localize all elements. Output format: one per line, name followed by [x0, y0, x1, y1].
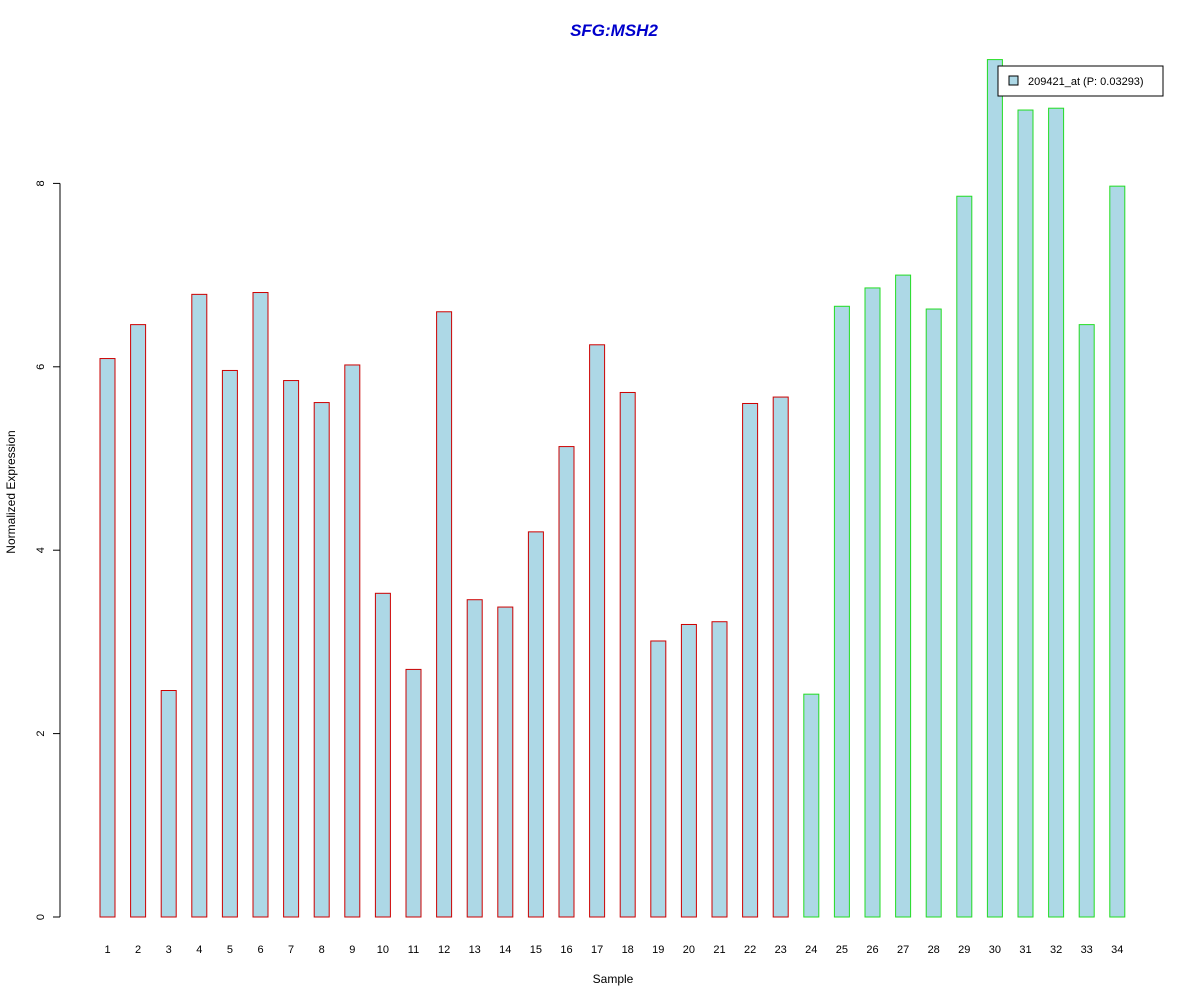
plot-area [99, 59, 1126, 918]
bar-sample-3 [160, 690, 177, 918]
bar-sample-28 [925, 308, 942, 918]
x-tick-label: 4 [196, 944, 202, 956]
bar-sample-16 [558, 446, 575, 918]
x-tick-label: 19 [652, 944, 664, 956]
x-tick-label: 25 [836, 944, 848, 956]
x-tick-label: 20 [683, 944, 695, 956]
y-axis-label: Normalized Expression [4, 430, 18, 553]
bar-sample-22 [742, 402, 759, 918]
x-tick-label: 24 [805, 944, 817, 956]
x-tick-label: 32 [1050, 944, 1062, 956]
bar-sample-26 [864, 287, 881, 918]
bar-sample-6 [252, 292, 269, 918]
x-tick-label: 6 [257, 944, 263, 956]
x-tick-label: 15 [530, 944, 542, 956]
legend-swatch [1008, 75, 1019, 86]
x-tick-label: 7 [288, 944, 294, 956]
x-tick-label: 1 [104, 944, 110, 956]
x-tick-label: 5 [227, 944, 233, 956]
legend: 209421_at (P: 0.03293) [997, 65, 1164, 97]
bar-sample-17 [589, 344, 606, 918]
x-tick-label: 26 [866, 944, 878, 956]
y-tick-label: 8 [35, 180, 47, 186]
x-tick-label: 11 [408, 944, 419, 956]
bar-sample-25 [833, 305, 850, 918]
legend-label: 209421_at (P: 0.03293) [1028, 76, 1144, 88]
bar-sample-24 [803, 693, 820, 918]
y-axis-ticks: 0 2 4 6 8 [35, 180, 60, 920]
y-tick-label: 0 [35, 914, 47, 920]
x-tick-label: 33 [1081, 944, 1093, 956]
x-tick-label: 3 [166, 944, 172, 956]
y-tick-label: 4 [35, 547, 47, 553]
x-tick-label: 14 [499, 944, 511, 956]
x-tick-label: 12 [438, 944, 450, 956]
bar-sample-34 [1109, 185, 1126, 918]
x-tick-label: 30 [989, 944, 1001, 956]
bar-sample-5 [221, 369, 238, 918]
bar-sample-19 [650, 640, 667, 918]
x-axis-label: Sample [593, 972, 634, 986]
x-tick-label: 9 [349, 944, 355, 956]
x-tick-label: 23 [775, 944, 787, 956]
bar-sample-20 [680, 623, 697, 918]
x-tick-label: 2 [135, 944, 141, 956]
bar-sample-9 [344, 364, 361, 918]
bar-sample-4 [191, 293, 208, 918]
x-tick-label: 29 [958, 944, 970, 956]
bar-sample-31 [1017, 109, 1034, 918]
bar-sample-15 [527, 531, 544, 918]
bar-sample-10 [374, 592, 391, 918]
x-tick-label: 13 [469, 944, 481, 956]
bar-sample-13 [466, 599, 483, 918]
x-axis-tick-labels: 1 2 3 4 5 6 7 8 9 10 11 12 13 14 15 16 17 18 19 20 21 22 23 24 2… [104, 944, 1123, 956]
bar-sample-12 [436, 311, 453, 918]
bar-sample-21 [711, 621, 728, 918]
x-tick-label: 16 [560, 944, 572, 956]
x-tick-label: 17 [591, 944, 603, 956]
legend-box [997, 65, 1164, 97]
x-tick-label: 31 [1019, 944, 1031, 956]
bar-sample-18 [619, 391, 636, 918]
x-tick-label: 28 [928, 944, 940, 956]
bar-sample-11 [405, 668, 422, 918]
x-tick-label: 27 [897, 944, 909, 956]
y-tick-label: 6 [35, 364, 47, 370]
y-tick-label: 2 [35, 731, 47, 737]
x-tick-label: 8 [319, 944, 325, 956]
x-tick-label: 34 [1111, 944, 1123, 956]
bar-sample-1 [99, 358, 116, 918]
x-tick-label: 22 [744, 944, 756, 956]
bar-sample-32 [1048, 107, 1065, 918]
x-tick-label: 18 [622, 944, 634, 956]
chart-title: SFG:MSH2 [570, 21, 658, 40]
bar-sample-30 [986, 59, 1003, 918]
bar-sample-23 [772, 396, 789, 918]
bar-sample-7 [283, 380, 300, 918]
x-tick-label: 10 [377, 944, 389, 956]
bar-sample-27 [895, 274, 912, 918]
x-tick-label: 21 [713, 944, 725, 956]
bar-sample-33 [1078, 324, 1095, 918]
bar-sample-2 [130, 324, 147, 918]
bar-sample-8 [313, 402, 330, 918]
bar-sample-14 [497, 606, 514, 918]
bar-sample-29 [956, 195, 973, 918]
